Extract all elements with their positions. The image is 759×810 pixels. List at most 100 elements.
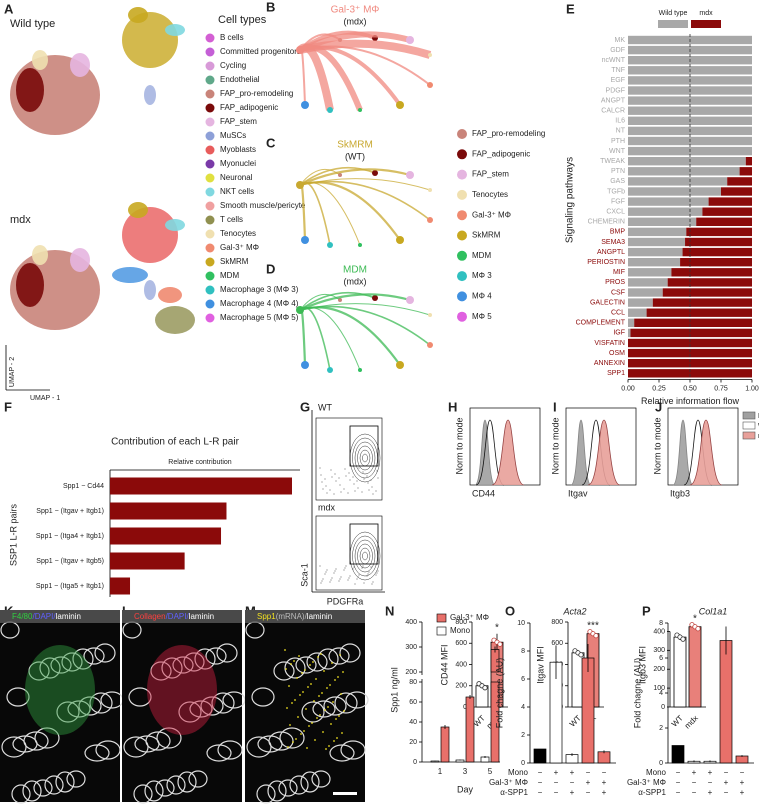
event-dot: [353, 483, 355, 485]
legend-dot: [205, 61, 215, 71]
legend-dot: [457, 210, 467, 221]
pathway-label: VISFATIN: [594, 340, 625, 347]
flow-bar: [652, 298, 752, 307]
condition-sign: +: [740, 778, 745, 787]
pathway-label: CCL: [611, 310, 625, 317]
bar: [110, 527, 222, 545]
fiber-outline: [123, 736, 149, 758]
x-tick-label: 0.00: [621, 385, 635, 392]
fiber-outline: [155, 779, 175, 797]
mrna-dot: [296, 677, 298, 679]
x-tick-label: WT: [670, 713, 685, 728]
legend-dot: [205, 47, 215, 57]
event-dot: [368, 489, 370, 491]
panel-label: H: [448, 399, 457, 414]
legend-label: MuSCs: [220, 131, 246, 140]
y-axis-label: Signaling pathways: [565, 157, 576, 243]
legend-dot: [205, 89, 215, 99]
condition-sign: +: [692, 768, 697, 777]
event-dot: [324, 573, 326, 575]
condition-sign: +: [570, 788, 575, 797]
fiber-outline: [268, 731, 294, 751]
significance: ***: [587, 621, 599, 632]
flow-bar: [739, 167, 752, 176]
fiber-outline: [128, 687, 152, 707]
mrna-dot: [285, 668, 287, 670]
mrna-dot: [295, 738, 297, 740]
y-tick-label: 400: [653, 628, 665, 635]
umap-cluster: [128, 7, 148, 23]
cell-node: [372, 295, 378, 301]
fiber-outline: [89, 692, 113, 714]
flow-bar: [628, 207, 703, 216]
data-point: [482, 685, 488, 691]
event-dot: [362, 471, 364, 473]
axis-label: Norm to mode: [550, 417, 560, 474]
mrna-dot: [328, 745, 330, 747]
flow-bar: [662, 288, 752, 297]
legend-label: Gal-3⁺ MΦ: [450, 613, 489, 622]
mrna-dot: [288, 685, 290, 687]
y-tick-label: 40: [409, 719, 417, 726]
legend-dot: [205, 243, 215, 253]
legend-label: MDM: [220, 271, 239, 280]
legend-label: Myoblasts: [220, 145, 256, 154]
x-tick-label: 5: [488, 767, 493, 776]
event-dot: [345, 565, 347, 567]
condition-sign: +: [554, 768, 559, 777]
mrna-dot: [289, 724, 291, 726]
mrna-dot: [300, 733, 302, 735]
fiber-outline: [22, 780, 42, 802]
mrna-dot: [334, 679, 336, 681]
bar: [673, 636, 687, 708]
fiber-outline: [6, 687, 30, 707]
legend-dot: [457, 311, 467, 322]
bar: [110, 477, 292, 495]
y-tick-label: 0: [659, 760, 663, 767]
fiber-outline: [205, 647, 227, 665]
x-tick-label: 0.75: [714, 385, 728, 392]
pathway-label: SEMA3: [601, 239, 625, 246]
x-tick-label: 0.25: [652, 385, 666, 392]
legend-dot: [205, 33, 215, 43]
flow-bar: [634, 318, 752, 327]
cell-node: [406, 171, 414, 179]
legend-label: FAP_stem: [472, 170, 509, 179]
flow-bar: [708, 197, 752, 206]
axis-label: Sca-1: [299, 563, 309, 587]
legend-dot: [205, 131, 215, 141]
bar: [110, 502, 227, 520]
mrna-dot: [313, 700, 315, 702]
fiber-outline: [301, 701, 325, 723]
mrna-dot: [336, 737, 338, 739]
fiber-outline: [11, 784, 31, 804]
pathway-label: PTN: [611, 168, 625, 175]
significance: *: [495, 622, 499, 633]
cell-node: [296, 181, 304, 189]
y-tick-label: 10: [517, 620, 525, 627]
legend-dot: [205, 201, 215, 211]
cell-node: [396, 236, 404, 244]
event-dot: [368, 571, 370, 573]
fiber-outline: [251, 687, 275, 707]
flow-bar: [727, 177, 752, 186]
fiber-outline: [166, 775, 186, 795]
image-label: F4/80/DAPI/laminin: [12, 612, 81, 621]
event-dot: [333, 572, 335, 574]
event-dot: [352, 568, 354, 570]
event-dot: [362, 565, 364, 567]
fiber-outline: [188, 770, 208, 788]
fiber-outline: [161, 657, 183, 679]
cell-node: [372, 170, 378, 176]
fiber-outline: [189, 700, 213, 718]
bar: [490, 681, 500, 763]
pathway-label: TGFb: [607, 188, 625, 195]
axis-label: CD44: [472, 488, 495, 498]
stained-region: [147, 645, 217, 735]
pathway-label: COMPLEMENT: [576, 320, 626, 327]
legend-label: MΦ 4: [472, 292, 492, 301]
fiber-outline: [267, 780, 287, 802]
pathway-label: MK: [615, 37, 626, 44]
fiber-outline: [340, 740, 366, 760]
condition-sign: −: [692, 788, 697, 797]
